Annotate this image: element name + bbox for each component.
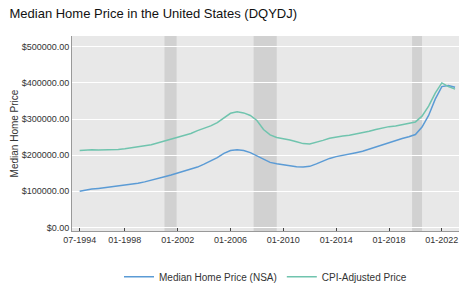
svg-text:$0.00: $0.00	[47, 223, 70, 233]
svg-text:Median Home Price: Median Home Price	[9, 89, 20, 177]
svg-text:$200000.00: $200000.00	[22, 150, 70, 160]
svg-text:$500000.00: $500000.00	[22, 42, 70, 52]
svg-text:01-2018: 01-2018	[372, 235, 405, 245]
svg-text:01-2002: 01-2002	[161, 235, 194, 245]
svg-text:$400000.00: $400000.00	[22, 78, 70, 88]
svg-text:CPI-Adjusted Price: CPI-Adjusted Price	[322, 272, 407, 283]
svg-text:Median Home Price in the Unite: Median Home Price in the United States (…	[9, 6, 297, 21]
svg-text:Median Home Price (NSA): Median Home Price (NSA)	[159, 272, 277, 283]
svg-text:01-1998: 01-1998	[108, 235, 141, 245]
svg-text:01-2014: 01-2014	[320, 235, 353, 245]
svg-text:01-2022: 01-2022	[425, 235, 458, 245]
svg-text:$300000.00: $300000.00	[22, 114, 70, 124]
svg-text:$100000.00: $100000.00	[22, 186, 70, 196]
svg-text:01-2010: 01-2010	[267, 235, 300, 245]
svg-text:07-1994: 07-1994	[63, 235, 96, 245]
svg-text:01-2006: 01-2006	[214, 235, 247, 245]
